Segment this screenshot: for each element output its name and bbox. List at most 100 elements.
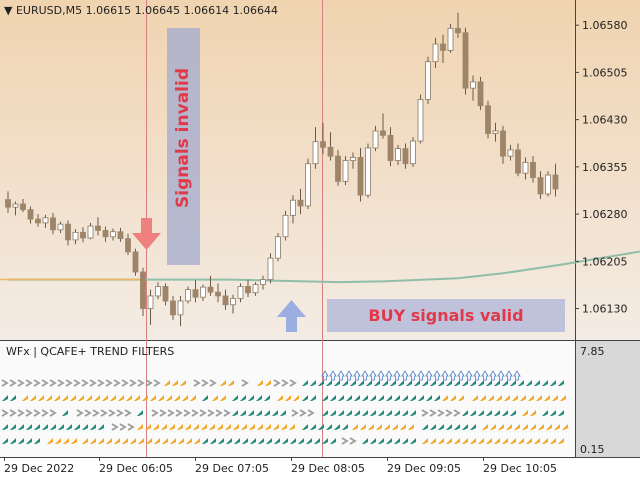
- trend-cell: [349, 437, 357, 445]
- trend-cell: [281, 424, 287, 430]
- trend-cell: [350, 380, 356, 386]
- candle-body: [192, 289, 199, 298]
- trend-cell: [322, 395, 328, 401]
- trend-cell: [62, 395, 68, 401]
- candle-body: [320, 141, 326, 148]
- trend-cell: [462, 410, 468, 416]
- trend-cell: [82, 424, 88, 430]
- trend-cell: [124, 409, 132, 417]
- trend-cell: [299, 409, 307, 417]
- trend-cell: [34, 424, 40, 430]
- buy-signal-marker-icon: [409, 370, 417, 381]
- trend-cell: [121, 379, 129, 387]
- trend-cell: [514, 424, 520, 430]
- trend-cell: [217, 424, 223, 430]
- trend-cell: [137, 410, 143, 416]
- buy-signal-marker-icon: [385, 370, 393, 381]
- trend-cell: [41, 379, 49, 387]
- trend-cell: [478, 380, 484, 386]
- trend-cell: [560, 395, 566, 401]
- trend-cell: [494, 438, 500, 444]
- trend-cell: [550, 438, 556, 444]
- candle-body: [252, 284, 259, 294]
- trend-cell: [398, 380, 404, 386]
- trend-cell: [352, 424, 358, 430]
- trend-cell: [170, 438, 176, 444]
- trend-cell: [33, 409, 41, 417]
- trend-cell: [98, 424, 104, 430]
- candle-body: [357, 157, 364, 196]
- trend-cell: [193, 424, 199, 430]
- trend-cell: [374, 380, 380, 386]
- buy-signal-marker-icon: [441, 370, 449, 381]
- candle-body: [305, 163, 311, 207]
- buy-signal-marker-icon: [321, 370, 329, 381]
- trend-cell: [430, 380, 436, 386]
- buy-signal-marker-icon: [377, 370, 385, 381]
- triangle-down-icon[interactable]: ▼: [4, 4, 13, 17]
- trend-cell: [498, 424, 504, 430]
- trend-cell: [418, 395, 424, 401]
- trend-cell: [126, 395, 132, 401]
- candle: [35, 214, 41, 227]
- trend-cell: [378, 395, 384, 401]
- candle-body: [237, 286, 244, 299]
- candle: [342, 156, 349, 186]
- candle: [87, 222, 94, 240]
- signals-invalid-box: [167, 28, 200, 265]
- time-tick-label: 29 Dec 2022: [4, 462, 74, 475]
- candle-body: [462, 32, 469, 89]
- trend-cell: [302, 395, 308, 401]
- trend-cell: [458, 395, 464, 401]
- trend-cell: [354, 395, 360, 401]
- trend-cell: [360, 424, 366, 430]
- trend-cell: [105, 379, 113, 387]
- trend-cell: [334, 380, 340, 386]
- trend-cell: [430, 424, 436, 430]
- trend-cell: [25, 379, 33, 387]
- candle: [230, 294, 236, 314]
- trend-cell: [167, 409, 175, 417]
- trend-cell: [240, 410, 246, 416]
- trend-cell: [538, 424, 544, 430]
- trend-cell: [242, 438, 248, 444]
- trend-cell: [18, 438, 24, 444]
- candlestick-chart[interactable]: [0, 0, 640, 340]
- trend-cell: [486, 410, 492, 416]
- candle: [507, 144, 514, 161]
- candle: [72, 229, 79, 245]
- trend-cell: [97, 379, 105, 387]
- buy-signal-marker-icon: [505, 370, 513, 381]
- trend-cell: [368, 424, 374, 430]
- trend-cell: [526, 438, 532, 444]
- candle: [110, 228, 116, 241]
- candle: [552, 163, 559, 197]
- main-price-chart[interactable]: ▼ EURUSD,M5 1.06615 1.06645 1.06614 1.06…: [0, 0, 640, 340]
- trend-cell: [169, 424, 175, 430]
- candle-body: [335, 155, 341, 182]
- trend-cell: [392, 424, 398, 430]
- candle-body: [440, 43, 446, 51]
- trend-cell: [114, 438, 120, 444]
- trend-cell: [470, 424, 476, 430]
- candle-body: [177, 300, 184, 316]
- trend-cell: [9, 409, 17, 417]
- buy-arrow-icon: [277, 300, 306, 332]
- buy-signal-marker-icon: [465, 370, 473, 381]
- trend-cell: [446, 438, 452, 444]
- candle: [500, 125, 506, 164]
- trend-cell: [232, 395, 238, 401]
- trend-cell: [108, 409, 116, 417]
- trend-cell: [153, 424, 159, 430]
- trend-cell: [520, 395, 526, 401]
- candle-body: [200, 286, 206, 298]
- trend-cell: [30, 395, 36, 401]
- trend-cell: [74, 424, 80, 430]
- indicator-pane[interactable]: [0, 340, 640, 457]
- candle-body: [57, 223, 64, 231]
- trend-cell: [510, 380, 516, 386]
- buy-signal-marker-icon: [489, 370, 497, 381]
- trend-cell: [366, 380, 372, 386]
- candle-body: [372, 130, 379, 149]
- trend-cell: [265, 380, 271, 386]
